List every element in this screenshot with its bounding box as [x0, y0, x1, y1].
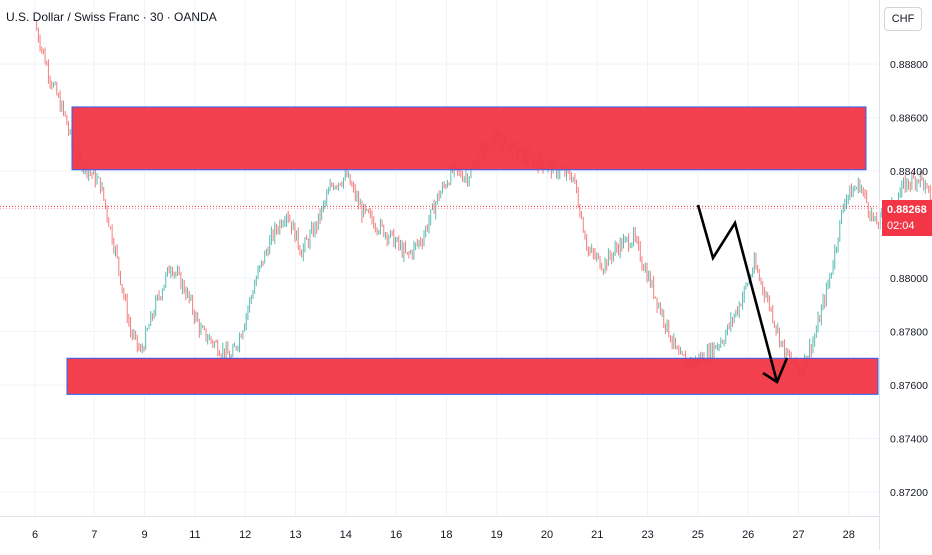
y-tick-label: 0.87200 [890, 487, 928, 499]
drawing-layer[interactable] [696, 204, 789, 384]
bar-countdown: 02:04 [887, 220, 915, 232]
zone-layer[interactable] [66, 106, 879, 395]
y-tick-label: 0.87600 [890, 380, 928, 392]
last-price-value: 0.88268 [887, 204, 927, 216]
support-zone[interactable] [66, 357, 879, 395]
x-tick-label: 9 [142, 529, 148, 541]
price-axis[interactable]: 0.88800 0.88600 0.88400 0.88000 0.87800 0.876… [890, 59, 928, 499]
x-tick-label: 19 [491, 529, 503, 541]
x-tick-label: 26 [742, 529, 754, 541]
resistance-zone[interactable] [71, 106, 867, 171]
y-tick-label: 0.87800 [890, 327, 928, 339]
x-tick-label: 18 [440, 529, 452, 541]
x-tick-label: 25 [692, 529, 704, 541]
x-tick-label: 14 [340, 529, 352, 541]
projection-path[interactable] [696, 204, 779, 383]
x-tick-label: 6 [32, 529, 38, 541]
x-tick-label: 11 [189, 529, 200, 541]
y-tick-label: 0.88000 [890, 273, 928, 285]
y-tick-label: 0.88400 [890, 166, 928, 178]
x-tick-label: 16 [390, 529, 402, 541]
x-tick-label: 7 [91, 529, 97, 541]
x-tick-label: 28 [843, 529, 855, 541]
x-tick-label: 20 [541, 529, 553, 541]
time-axis[interactable]: 6 7 9 11 12 13 14 16 18 19 20 21 23 25 26 27 28 [32, 529, 855, 541]
projection-arrowhead[interactable] [762, 357, 789, 384]
last-price-label: 0.88268 02:04 [882, 200, 932, 236]
y-tick-label: 0.88800 [890, 59, 928, 71]
x-tick-label: 27 [792, 529, 804, 541]
x-tick-label: 13 [289, 529, 301, 541]
currency-button[interactable]: CHF [884, 7, 922, 31]
symbol-title[interactable]: U.S. Dollar / Swiss Franc · 30 · OANDA [6, 10, 217, 24]
y-tick-label: 0.87400 [890, 433, 928, 445]
x-tick-label: 12 [239, 529, 251, 541]
x-tick-label: 21 [591, 529, 603, 541]
x-tick-label: 23 [641, 529, 653, 541]
y-tick-label: 0.88600 [890, 113, 928, 125]
